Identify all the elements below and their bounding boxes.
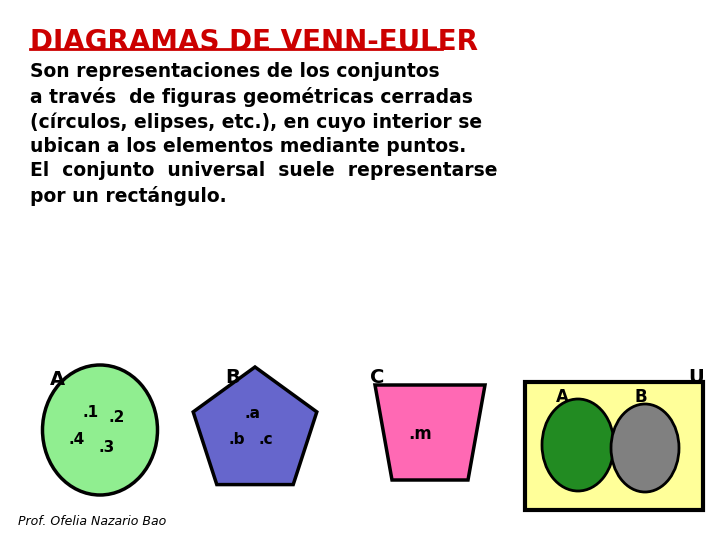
Text: Prof. Ofelia Nazario Bao: Prof. Ofelia Nazario Bao	[18, 515, 166, 528]
Text: .b: .b	[228, 432, 245, 447]
Text: U: U	[688, 368, 703, 387]
Ellipse shape	[611, 404, 679, 492]
Text: .m: .m	[408, 425, 432, 443]
Text: .a: .a	[244, 406, 260, 421]
Text: A: A	[556, 388, 569, 406]
Ellipse shape	[42, 365, 158, 495]
Text: .c: .c	[258, 432, 273, 447]
Polygon shape	[193, 367, 317, 484]
Text: .4: .4	[68, 432, 84, 447]
Text: .2: .2	[108, 410, 125, 425]
Text: .3: .3	[98, 440, 114, 455]
Text: DIAGRAMAS DE VENN-EULER: DIAGRAMAS DE VENN-EULER	[30, 28, 478, 56]
Text: C: C	[370, 368, 384, 387]
Text: B: B	[225, 368, 240, 387]
Ellipse shape	[542, 399, 614, 491]
Text: A: A	[50, 370, 65, 389]
Text: .1: .1	[82, 405, 98, 420]
Polygon shape	[375, 385, 485, 480]
Text: Son representaciones de los conjuntos
a través  de figuras geométricas cerradas
: Son representaciones de los conjuntos a …	[30, 62, 498, 206]
Bar	[525, 382, 703, 510]
Text: B: B	[635, 388, 647, 406]
